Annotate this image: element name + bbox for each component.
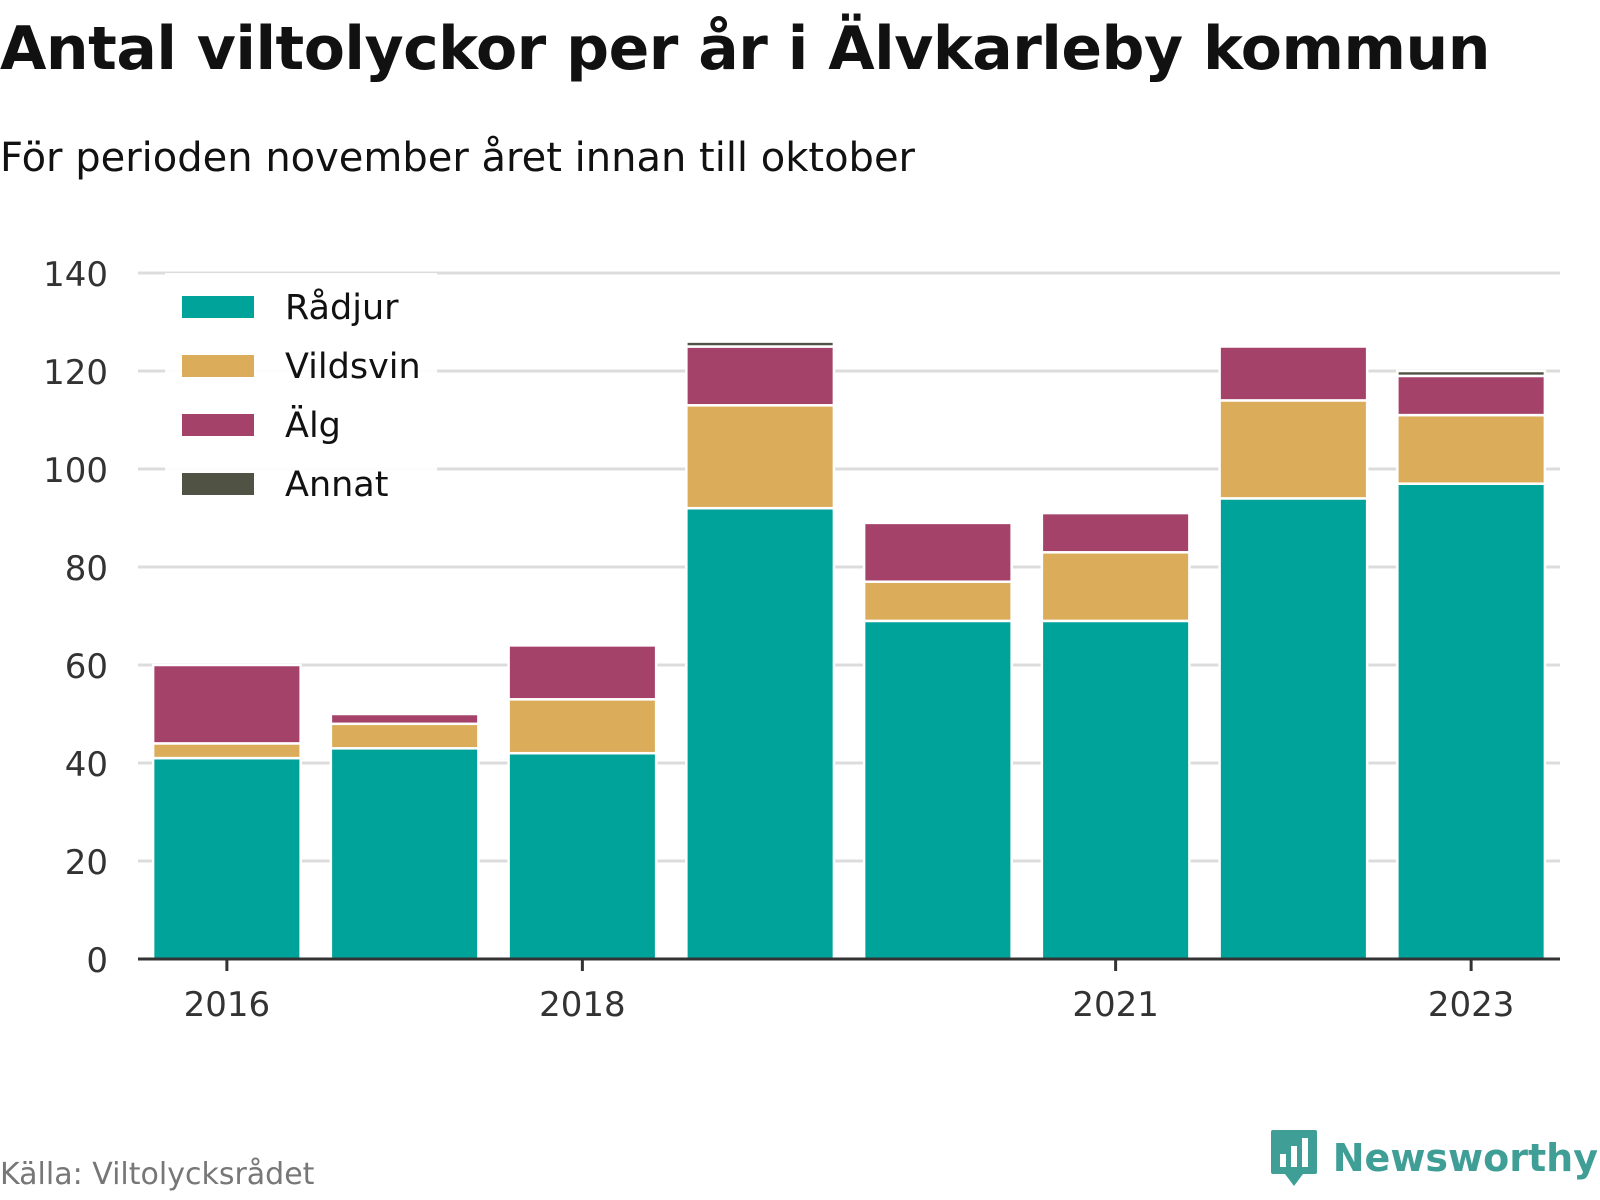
bar-älg-2016: [151, 663, 302, 745]
bar-rådjur-2021: [1040, 619, 1191, 961]
y-tick-label: 0: [86, 941, 108, 981]
bar-rådjur-2016: [151, 756, 302, 961]
legend-label-rådjur: Rådjur: [285, 287, 399, 328]
x-tick-label: 2021: [1072, 985, 1159, 1025]
legend-label-älg: Älg: [285, 404, 341, 446]
bar-annat-2023: [1396, 369, 1547, 378]
bar-vildsvin-2022: [1218, 399, 1369, 500]
y-tick-label: 60: [65, 647, 108, 687]
bar-älg-2023: [1396, 374, 1547, 417]
bar-älg-2021: [1040, 511, 1191, 554]
bar-rådjur-2023: [1396, 482, 1547, 961]
brand-logo: Newsworthy: [1269, 1128, 1598, 1188]
bar-rådjur-2018: [507, 751, 658, 961]
newsworthy-logo-icon: [1270, 1130, 1317, 1186]
bar-vildsvin-2020: [862, 580, 1013, 623]
bar-vildsvin-2023: [1396, 413, 1547, 485]
y-tick-label: 100: [43, 451, 108, 491]
chart-subtitle: För perioden november året innan till ok…: [0, 135, 915, 181]
bar-rådjur-2017: [329, 747, 480, 961]
bar-vildsvin-2021: [1040, 551, 1191, 623]
brand-name: Newsworthy: [1332, 1136, 1598, 1180]
legend-label-vildsvin: Vildsvin: [285, 347, 421, 387]
bar-älg-2018: [507, 644, 658, 701]
legend-swatch-rådjur: [182, 296, 254, 318]
x-tick-label: 2018: [539, 985, 626, 1025]
bar-vildsvin-2017: [329, 722, 480, 750]
legend-swatch-älg: [182, 414, 254, 436]
bar-älg-2019: [685, 345, 836, 407]
bar-rådjur-2019: [685, 506, 836, 961]
legend-label-annat: Annat: [285, 465, 388, 505]
chart-title: Antal viltolyckor per år i Älvkarleby ko…: [0, 14, 1490, 84]
bar-annat-2019: [685, 340, 836, 348]
y-tick-label: 140: [43, 255, 108, 295]
bar-rådjur-2022: [1218, 497, 1369, 961]
x-tick-label: 2023: [1428, 985, 1515, 1025]
bar-älg-2020: [862, 521, 1013, 583]
bar-rådjur-2020: [862, 619, 1013, 961]
y-tick-label: 80: [65, 549, 108, 589]
y-tick-label: 120: [43, 353, 108, 393]
bar-älg-2017: [329, 712, 480, 726]
bar-älg-2022: [1218, 345, 1369, 402]
bar-vildsvin-2018: [507, 698, 658, 755]
bar-vildsvin-2019: [685, 404, 836, 510]
bar-vildsvin-2016: [151, 742, 302, 760]
legend-swatch-vildsvin: [182, 355, 254, 377]
source-note: Källa: Viltolycksrådet: [0, 1157, 315, 1192]
y-tick-label: 20: [65, 843, 108, 883]
legend-swatch-annat: [182, 473, 254, 495]
y-tick-label: 40: [65, 745, 108, 785]
x-tick-label: 2016: [184, 985, 271, 1025]
